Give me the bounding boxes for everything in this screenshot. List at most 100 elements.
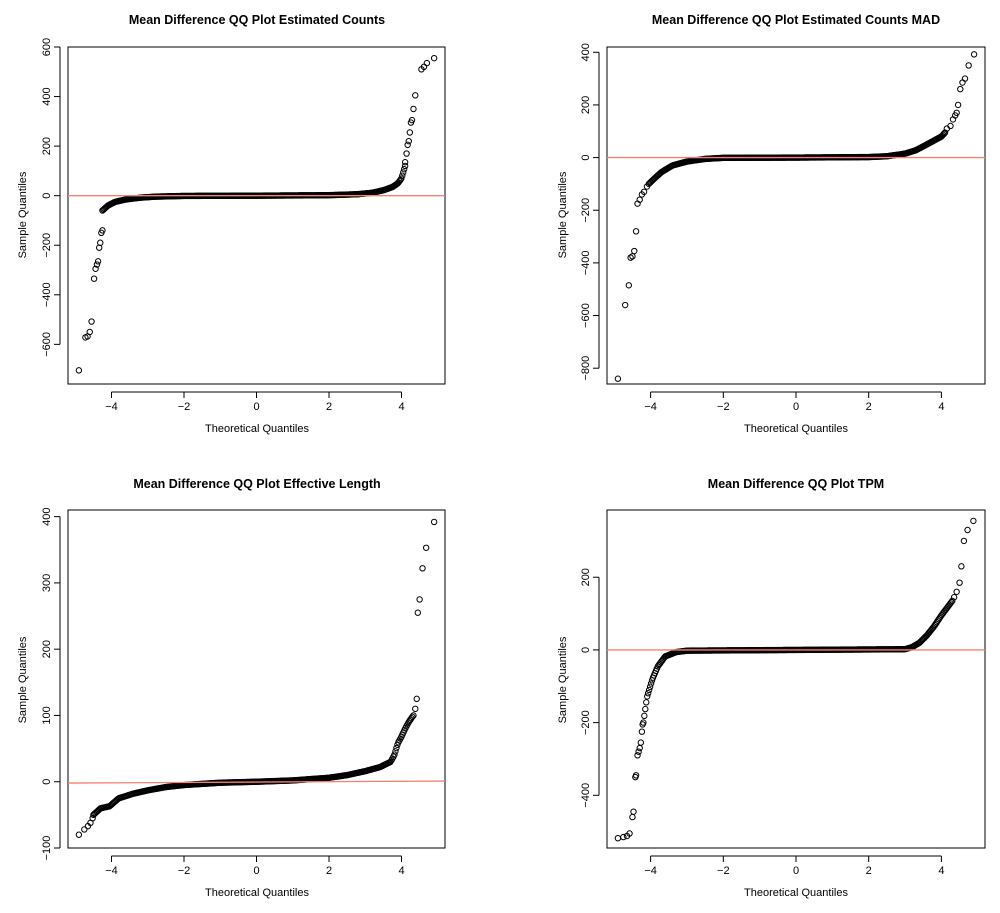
x-tick-label: −4 bbox=[644, 401, 657, 413]
data-point bbox=[387, 758, 394, 766]
data-point bbox=[644, 690, 652, 697]
data-point bbox=[92, 265, 99, 272]
data-point bbox=[409, 713, 416, 720]
data-point bbox=[964, 526, 971, 534]
y-axis-label: Sample Quantiles bbox=[557, 171, 569, 258]
data-point bbox=[414, 609, 422, 616]
data-point bbox=[410, 105, 417, 113]
data-point bbox=[639, 721, 646, 728]
chart-title: Mean Difference QQ Plot Effective Length bbox=[133, 477, 380, 491]
x-tick-label: 0 bbox=[253, 865, 259, 877]
data-point bbox=[632, 228, 640, 235]
x-tick-label: 2 bbox=[326, 865, 332, 877]
x-tick-label: −4 bbox=[644, 865, 657, 877]
data-point bbox=[93, 261, 101, 268]
data-point bbox=[642, 705, 649, 713]
y-tick-label: −400 bbox=[580, 783, 592, 808]
x-tick-label: 4 bbox=[398, 865, 404, 877]
x-tick-label: 2 bbox=[866, 865, 872, 877]
data-point bbox=[614, 375, 622, 382]
plot-frame bbox=[67, 46, 446, 385]
x-tick-label: 0 bbox=[793, 865, 799, 877]
data-point bbox=[393, 744, 400, 752]
data-point bbox=[644, 693, 651, 700]
data-point bbox=[419, 565, 426, 572]
y-axis-label: Sample Quantiles bbox=[17, 171, 29, 258]
x-tick-label: −2 bbox=[178, 401, 191, 413]
data-point bbox=[400, 169, 407, 176]
data-point bbox=[430, 518, 438, 526]
x-tick-label: 2 bbox=[326, 401, 332, 413]
data-point bbox=[953, 109, 960, 117]
data-point bbox=[408, 116, 416, 124]
data-layer bbox=[68, 518, 445, 838]
data-point bbox=[940, 130, 948, 137]
x-tick-label: 4 bbox=[938, 865, 944, 877]
x-tick-label: −2 bbox=[178, 865, 191, 877]
data-point bbox=[941, 129, 949, 136]
data-point bbox=[423, 59, 431, 67]
data-point bbox=[75, 831, 83, 838]
data-point bbox=[632, 772, 640, 779]
data-point bbox=[403, 150, 410, 157]
data-point bbox=[412, 92, 419, 99]
data-point bbox=[954, 101, 962, 109]
x-axis-label: Theoretical Quantiles bbox=[744, 423, 848, 435]
x-tick-label: 4 bbox=[938, 401, 944, 413]
data-point bbox=[75, 367, 83, 374]
data-point bbox=[614, 834, 622, 842]
y-axis-label: Sample Quantiles bbox=[557, 636, 569, 723]
data-point bbox=[430, 54, 438, 62]
chart-title: Mean Difference QQ Plot Estimated Counts bbox=[129, 13, 385, 27]
y-tick-label: 200 bbox=[580, 96, 592, 114]
data-layer bbox=[607, 51, 985, 382]
x-tick-label: 4 bbox=[398, 401, 404, 413]
data-point bbox=[640, 188, 648, 196]
data-point bbox=[970, 51, 978, 58]
data-point bbox=[97, 239, 104, 246]
data-point bbox=[392, 748, 399, 755]
y-tick-label: 200 bbox=[41, 640, 53, 658]
x-axis-label: Theoretical Quantiles bbox=[744, 887, 848, 899]
x-tick-label: −2 bbox=[717, 865, 730, 877]
y-tick-label: −200 bbox=[41, 233, 53, 258]
data-point bbox=[645, 686, 653, 694]
data-point bbox=[94, 258, 102, 265]
data-point bbox=[643, 699, 650, 706]
x-axis-label: Theoretical Quantiles bbox=[205, 423, 309, 435]
data-point bbox=[947, 122, 954, 130]
data-point bbox=[86, 328, 93, 336]
data-point bbox=[629, 813, 636, 821]
qq-panel-estimated-counts: Mean Difference QQ Plot Estimated Counts… bbox=[17, 13, 446, 435]
data-point bbox=[626, 830, 633, 837]
data-point bbox=[413, 695, 420, 703]
y-tick-label: −600 bbox=[41, 332, 53, 357]
data-point bbox=[643, 183, 651, 190]
data-layer bbox=[68, 54, 445, 374]
data-point bbox=[625, 282, 633, 289]
data-point bbox=[634, 752, 641, 759]
x-tick-label: 0 bbox=[793, 401, 799, 413]
data-point bbox=[961, 75, 969, 82]
data-point bbox=[90, 275, 98, 282]
data-point bbox=[636, 196, 643, 203]
data-point bbox=[637, 739, 644, 746]
data-point bbox=[953, 588, 960, 595]
data-point bbox=[965, 62, 972, 69]
data-point bbox=[89, 814, 96, 822]
qq-panel-effective-length: Mean Difference QQ Plot Effective Length… bbox=[17, 477, 446, 899]
x-tick-label: 0 bbox=[253, 401, 259, 413]
y-tick-label: −100 bbox=[41, 836, 53, 861]
y-tick-label: 0 bbox=[580, 155, 592, 161]
data-point bbox=[630, 808, 637, 815]
x-tick-label: −4 bbox=[105, 865, 118, 877]
data-point bbox=[958, 563, 965, 570]
y-tick-label: −200 bbox=[580, 710, 592, 735]
data-point bbox=[960, 537, 968, 545]
y-tick-label: 100 bbox=[41, 706, 53, 724]
y-tick-label: −400 bbox=[41, 282, 53, 307]
data-point bbox=[646, 683, 654, 690]
y-tick-label: −200 bbox=[580, 198, 592, 223]
x-tick-label: −2 bbox=[717, 401, 730, 413]
